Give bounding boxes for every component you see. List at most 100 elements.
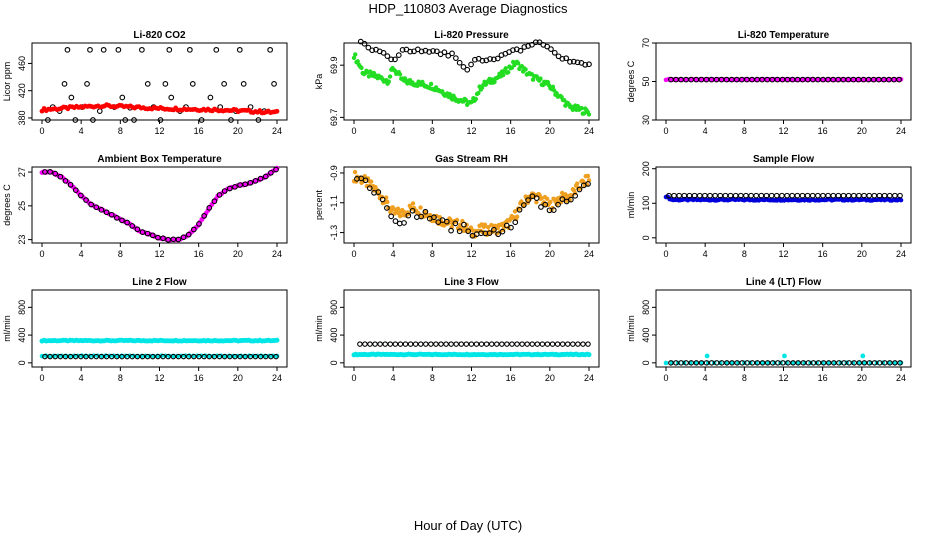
- data-point: [836, 360, 842, 366]
- data-point: [131, 117, 137, 123]
- data-point: [221, 188, 228, 194]
- data-point: [568, 196, 574, 203]
- x-tick-label: 4: [703, 249, 708, 259]
- data-point: [753, 192, 760, 199]
- data-point: [428, 341, 434, 347]
- data-point: [719, 360, 725, 366]
- data-point: [825, 360, 832, 366]
- data-point: [698, 360, 705, 366]
- data-point: [384, 53, 391, 60]
- data-point: [189, 81, 196, 87]
- x-axis-caption: Hour of Day (UTC): [413, 518, 523, 533]
- data-point: [468, 225, 474, 230]
- data-point: [67, 181, 74, 188]
- x-tick-label: 12: [466, 249, 476, 259]
- x-tick-label: 8: [430, 126, 435, 136]
- data-point: [769, 360, 776, 366]
- y-tick-label: 25: [17, 201, 27, 211]
- data-point: [487, 56, 493, 62]
- data-point: [430, 48, 436, 54]
- data-point: [426, 49, 433, 55]
- data-point: [545, 80, 551, 85]
- data-point: [273, 166, 279, 173]
- data-point: [524, 341, 530, 347]
- data-point: [410, 201, 416, 206]
- data-point: [456, 59, 463, 66]
- data-point: [544, 196, 550, 201]
- data-point: [180, 234, 187, 241]
- data-point: [871, 360, 878, 366]
- data-point: [149, 232, 156, 239]
- data-point: [729, 360, 735, 366]
- y-tick-label: 27: [17, 167, 27, 177]
- x-tick-label: 16: [506, 126, 516, 136]
- data-point: [372, 341, 378, 347]
- data-point: [866, 192, 873, 199]
- x-tick-label: 8: [118, 249, 123, 259]
- data-point: [216, 353, 223, 360]
- data-point: [707, 192, 713, 199]
- data-point: [351, 55, 357, 61]
- data-point: [544, 43, 551, 50]
- data-point: [88, 201, 95, 208]
- data-point: [784, 192, 790, 199]
- x-tick-label: 16: [506, 249, 516, 259]
- data-point: [713, 360, 720, 366]
- data-point: [582, 61, 589, 68]
- data-point: [504, 341, 510, 347]
- data-point: [108, 353, 115, 360]
- series-black-open: [668, 360, 903, 366]
- series-black-open: [354, 175, 591, 239]
- data-point: [263, 353, 269, 360]
- data-point: [671, 192, 677, 199]
- data-point: [539, 341, 546, 347]
- x-tick-label: 4: [391, 373, 396, 383]
- data-point: [773, 192, 780, 199]
- data-point: [856, 192, 862, 199]
- panel-title: Li-820 CO2: [133, 30, 186, 41]
- data-point: [45, 117, 51, 123]
- data-point: [509, 341, 515, 347]
- data-point: [515, 60, 521, 66]
- data-point: [896, 76, 902, 83]
- data-point: [892, 192, 898, 199]
- series-cyan-dense: [351, 351, 592, 358]
- y-tick-label: 800: [17, 300, 27, 315]
- data-point: [704, 353, 710, 359]
- data-point: [165, 353, 171, 360]
- data-point: [402, 341, 409, 347]
- series-black-open: [42, 353, 279, 360]
- data-point: [355, 59, 360, 64]
- data-point: [380, 50, 387, 56]
- data-point: [362, 177, 369, 184]
- data-point: [897, 192, 903, 199]
- data-point: [805, 360, 812, 366]
- data-point: [722, 192, 729, 199]
- data-point: [237, 182, 243, 188]
- data-point: [846, 360, 852, 366]
- data-point: [397, 341, 404, 347]
- data-point: [422, 208, 429, 215]
- y-tick-label: 0: [641, 360, 651, 365]
- data-point: [395, 206, 401, 211]
- data-point: [799, 192, 806, 199]
- data-point: [232, 353, 238, 360]
- data-point: [491, 56, 497, 63]
- x-tick-label: 16: [818, 373, 828, 383]
- data-point: [744, 360, 751, 366]
- data-point: [542, 201, 549, 208]
- x-tick-label: 4: [703, 126, 708, 136]
- data-point: [499, 341, 505, 347]
- y-tick-label: 200: [641, 161, 651, 176]
- panel-title: Gas Stream RH: [435, 154, 508, 165]
- x-tick-label: 12: [154, 373, 164, 383]
- data-point: [240, 81, 247, 87]
- x-tick-label: 0: [351, 373, 356, 383]
- data-point: [361, 40, 368, 47]
- x-tick-label: 20: [233, 249, 243, 259]
- x-tick-label: 12: [778, 126, 788, 136]
- x-tick-label: 20: [857, 373, 867, 383]
- data-point: [227, 353, 233, 360]
- data-point: [550, 84, 556, 90]
